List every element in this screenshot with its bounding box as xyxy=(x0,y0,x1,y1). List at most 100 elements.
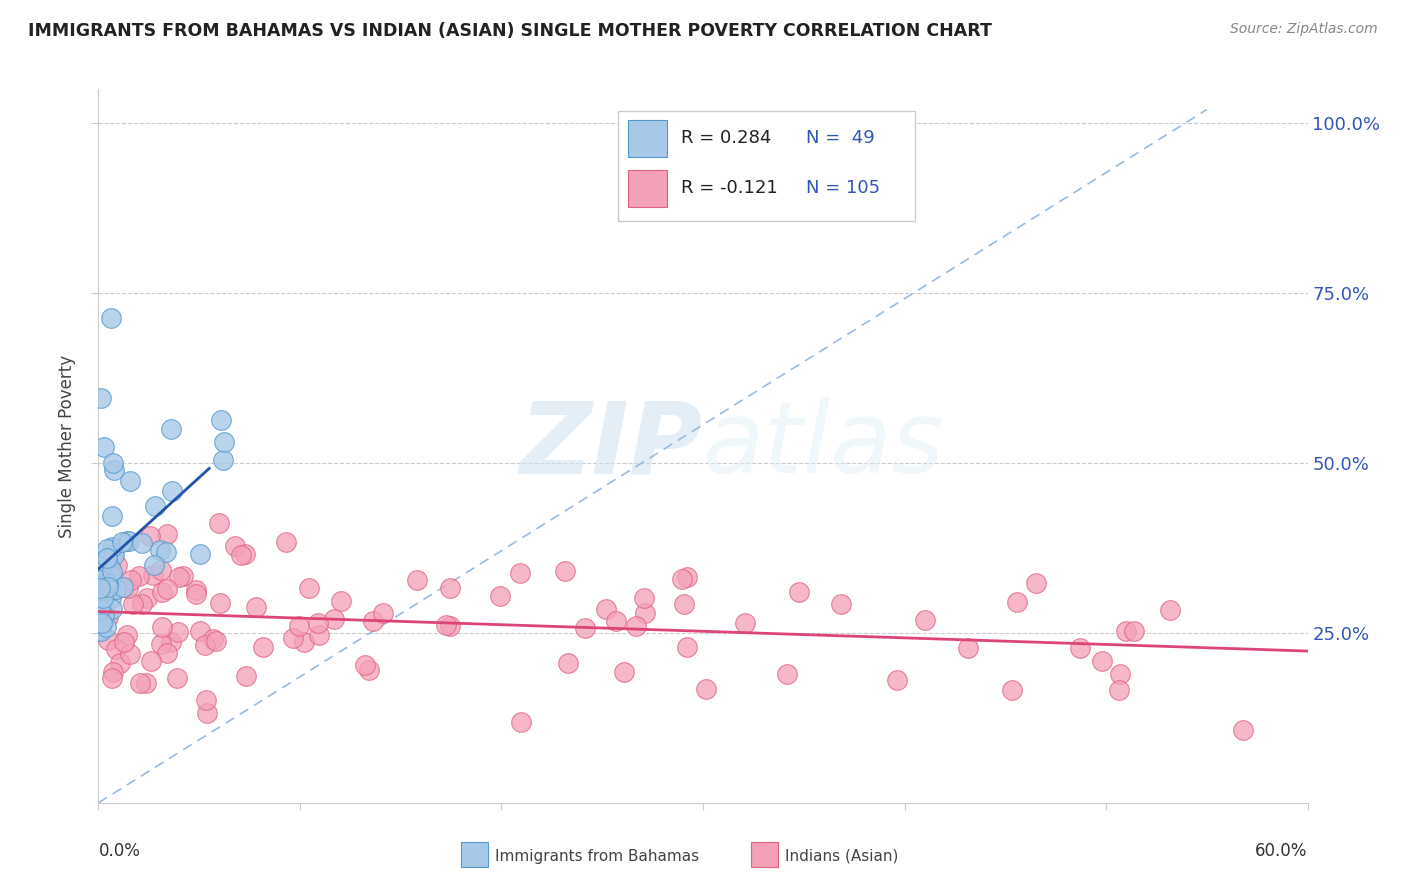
Point xyxy=(1005,595,1028,609)
Point xyxy=(117,582,139,596)
Point xyxy=(695,681,717,696)
Text: R = 0.284: R = 0.284 xyxy=(682,128,772,146)
Point xyxy=(1091,654,1114,668)
Point xyxy=(184,587,207,601)
Point xyxy=(510,714,533,729)
Point xyxy=(224,540,246,554)
Point xyxy=(156,527,179,541)
Point xyxy=(195,692,218,706)
Point xyxy=(122,597,145,611)
Point xyxy=(595,602,617,616)
Point xyxy=(89,573,111,587)
Text: Immigrants from Bahamas: Immigrants from Bahamas xyxy=(495,849,699,863)
Point xyxy=(97,609,120,624)
FancyBboxPatch shape xyxy=(751,842,778,867)
Text: 60.0%: 60.0% xyxy=(1256,842,1308,860)
Point xyxy=(150,620,173,634)
Point xyxy=(120,573,142,587)
Point xyxy=(207,516,229,530)
Point xyxy=(96,575,118,590)
Point xyxy=(100,671,122,685)
Point xyxy=(1001,683,1024,698)
Point xyxy=(100,591,122,605)
Point xyxy=(322,612,344,626)
Point xyxy=(734,615,756,630)
Point xyxy=(108,656,131,670)
Point xyxy=(104,641,127,656)
Point xyxy=(136,591,159,606)
Point xyxy=(103,665,125,680)
Point xyxy=(359,663,381,677)
Text: N = 105: N = 105 xyxy=(806,178,880,196)
Text: IMMIGRANTS FROM BAHAMAS VS INDIAN (ASIAN) SINGLE MOTHER POVERTY CORRELATION CHAR: IMMIGRANTS FROM BAHAMAS VS INDIAN (ASIAN… xyxy=(28,22,993,40)
Text: ZIP: ZIP xyxy=(520,398,703,494)
Point xyxy=(96,620,118,634)
Point xyxy=(142,567,165,582)
Point xyxy=(129,676,152,690)
Point xyxy=(96,541,118,556)
Point xyxy=(166,624,188,639)
Text: N =  49: N = 49 xyxy=(806,128,875,146)
Point xyxy=(101,568,124,582)
FancyBboxPatch shape xyxy=(628,169,666,207)
Point xyxy=(307,615,329,630)
Point xyxy=(118,534,141,549)
Point xyxy=(675,640,697,654)
Point xyxy=(138,529,160,543)
Point xyxy=(361,614,384,628)
Point xyxy=(195,706,218,720)
Point xyxy=(155,545,177,559)
Point xyxy=(1109,667,1132,681)
Point xyxy=(150,584,173,599)
Point xyxy=(1069,640,1091,655)
Point xyxy=(634,606,657,620)
Point xyxy=(105,558,128,573)
Point xyxy=(117,533,139,548)
Text: atlas: atlas xyxy=(703,398,945,494)
Point xyxy=(308,627,330,641)
Point xyxy=(212,453,235,467)
Point xyxy=(172,568,194,582)
Point xyxy=(405,573,427,587)
Text: 0.0%: 0.0% xyxy=(98,842,141,860)
Point xyxy=(188,624,211,638)
Point xyxy=(283,632,305,646)
Point xyxy=(89,623,111,637)
Point xyxy=(166,671,188,685)
Point xyxy=(112,635,135,649)
Point xyxy=(557,657,579,671)
Point xyxy=(156,646,179,660)
Point xyxy=(292,635,315,649)
Point xyxy=(776,666,799,681)
Point xyxy=(209,596,232,610)
Point xyxy=(89,583,111,598)
Point xyxy=(676,570,699,584)
Point xyxy=(93,440,115,454)
Point xyxy=(298,581,321,595)
Point xyxy=(89,581,111,595)
Point xyxy=(489,589,512,603)
Point xyxy=(160,422,183,436)
Point xyxy=(103,546,125,560)
Point xyxy=(1232,723,1254,738)
Point xyxy=(91,591,114,606)
FancyBboxPatch shape xyxy=(628,120,666,157)
Point xyxy=(288,618,311,632)
Point xyxy=(1115,624,1137,638)
Point xyxy=(149,542,172,557)
Point xyxy=(371,606,394,620)
Y-axis label: Single Mother Poverty: Single Mother Poverty xyxy=(58,354,76,538)
Point xyxy=(434,617,457,632)
Point xyxy=(90,624,112,639)
Point xyxy=(91,616,114,631)
Point xyxy=(204,634,226,648)
Point xyxy=(330,593,353,607)
Point xyxy=(93,609,115,624)
Point xyxy=(886,673,908,688)
Point xyxy=(118,474,141,488)
Point xyxy=(111,580,134,594)
Point xyxy=(1123,624,1146,638)
Point xyxy=(160,635,183,649)
Point xyxy=(167,570,190,584)
Point xyxy=(673,598,696,612)
